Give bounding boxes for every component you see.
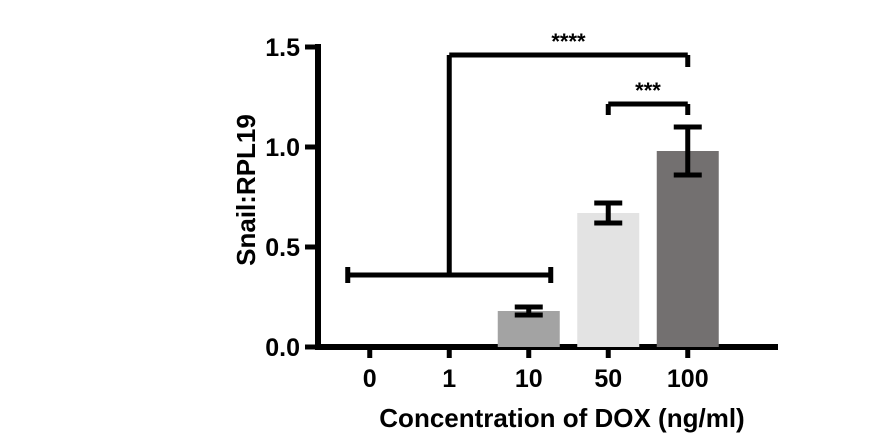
x-axis-title: Concentration of DOX (ng/ml) [379,403,744,433]
bar [656,151,719,347]
y-axis-title: Snail:RPL19 [231,114,261,266]
significance-brackets: ******* [345,29,691,283]
y-tick-label: 1.0 [265,134,300,162]
bars [497,151,719,347]
y-tick-label: 0.5 [265,234,300,262]
x-tick-label: 50 [594,365,622,393]
y-axis: 0.0 0.5 1.0 1.5 [265,34,321,362]
bar [577,213,640,347]
error-bars [514,124,702,318]
x-tick-label: 1 [442,365,456,393]
y-tick-label: 1.5 [265,34,300,62]
x-axis: 0 1 10 50 100 [315,344,778,393]
y-ticks: 0.0 0.5 1.0 1.5 [265,34,318,362]
x-tick-label: 0 [363,365,377,393]
y-tick-label: 0.0 [265,334,300,362]
significance-label: *** [635,78,661,103]
x-ticks: 0 1 10 50 100 [363,347,709,393]
x-tick-label: 10 [515,365,543,393]
significance-label: **** [551,29,586,54]
x-tick-label: 100 [667,365,709,393]
